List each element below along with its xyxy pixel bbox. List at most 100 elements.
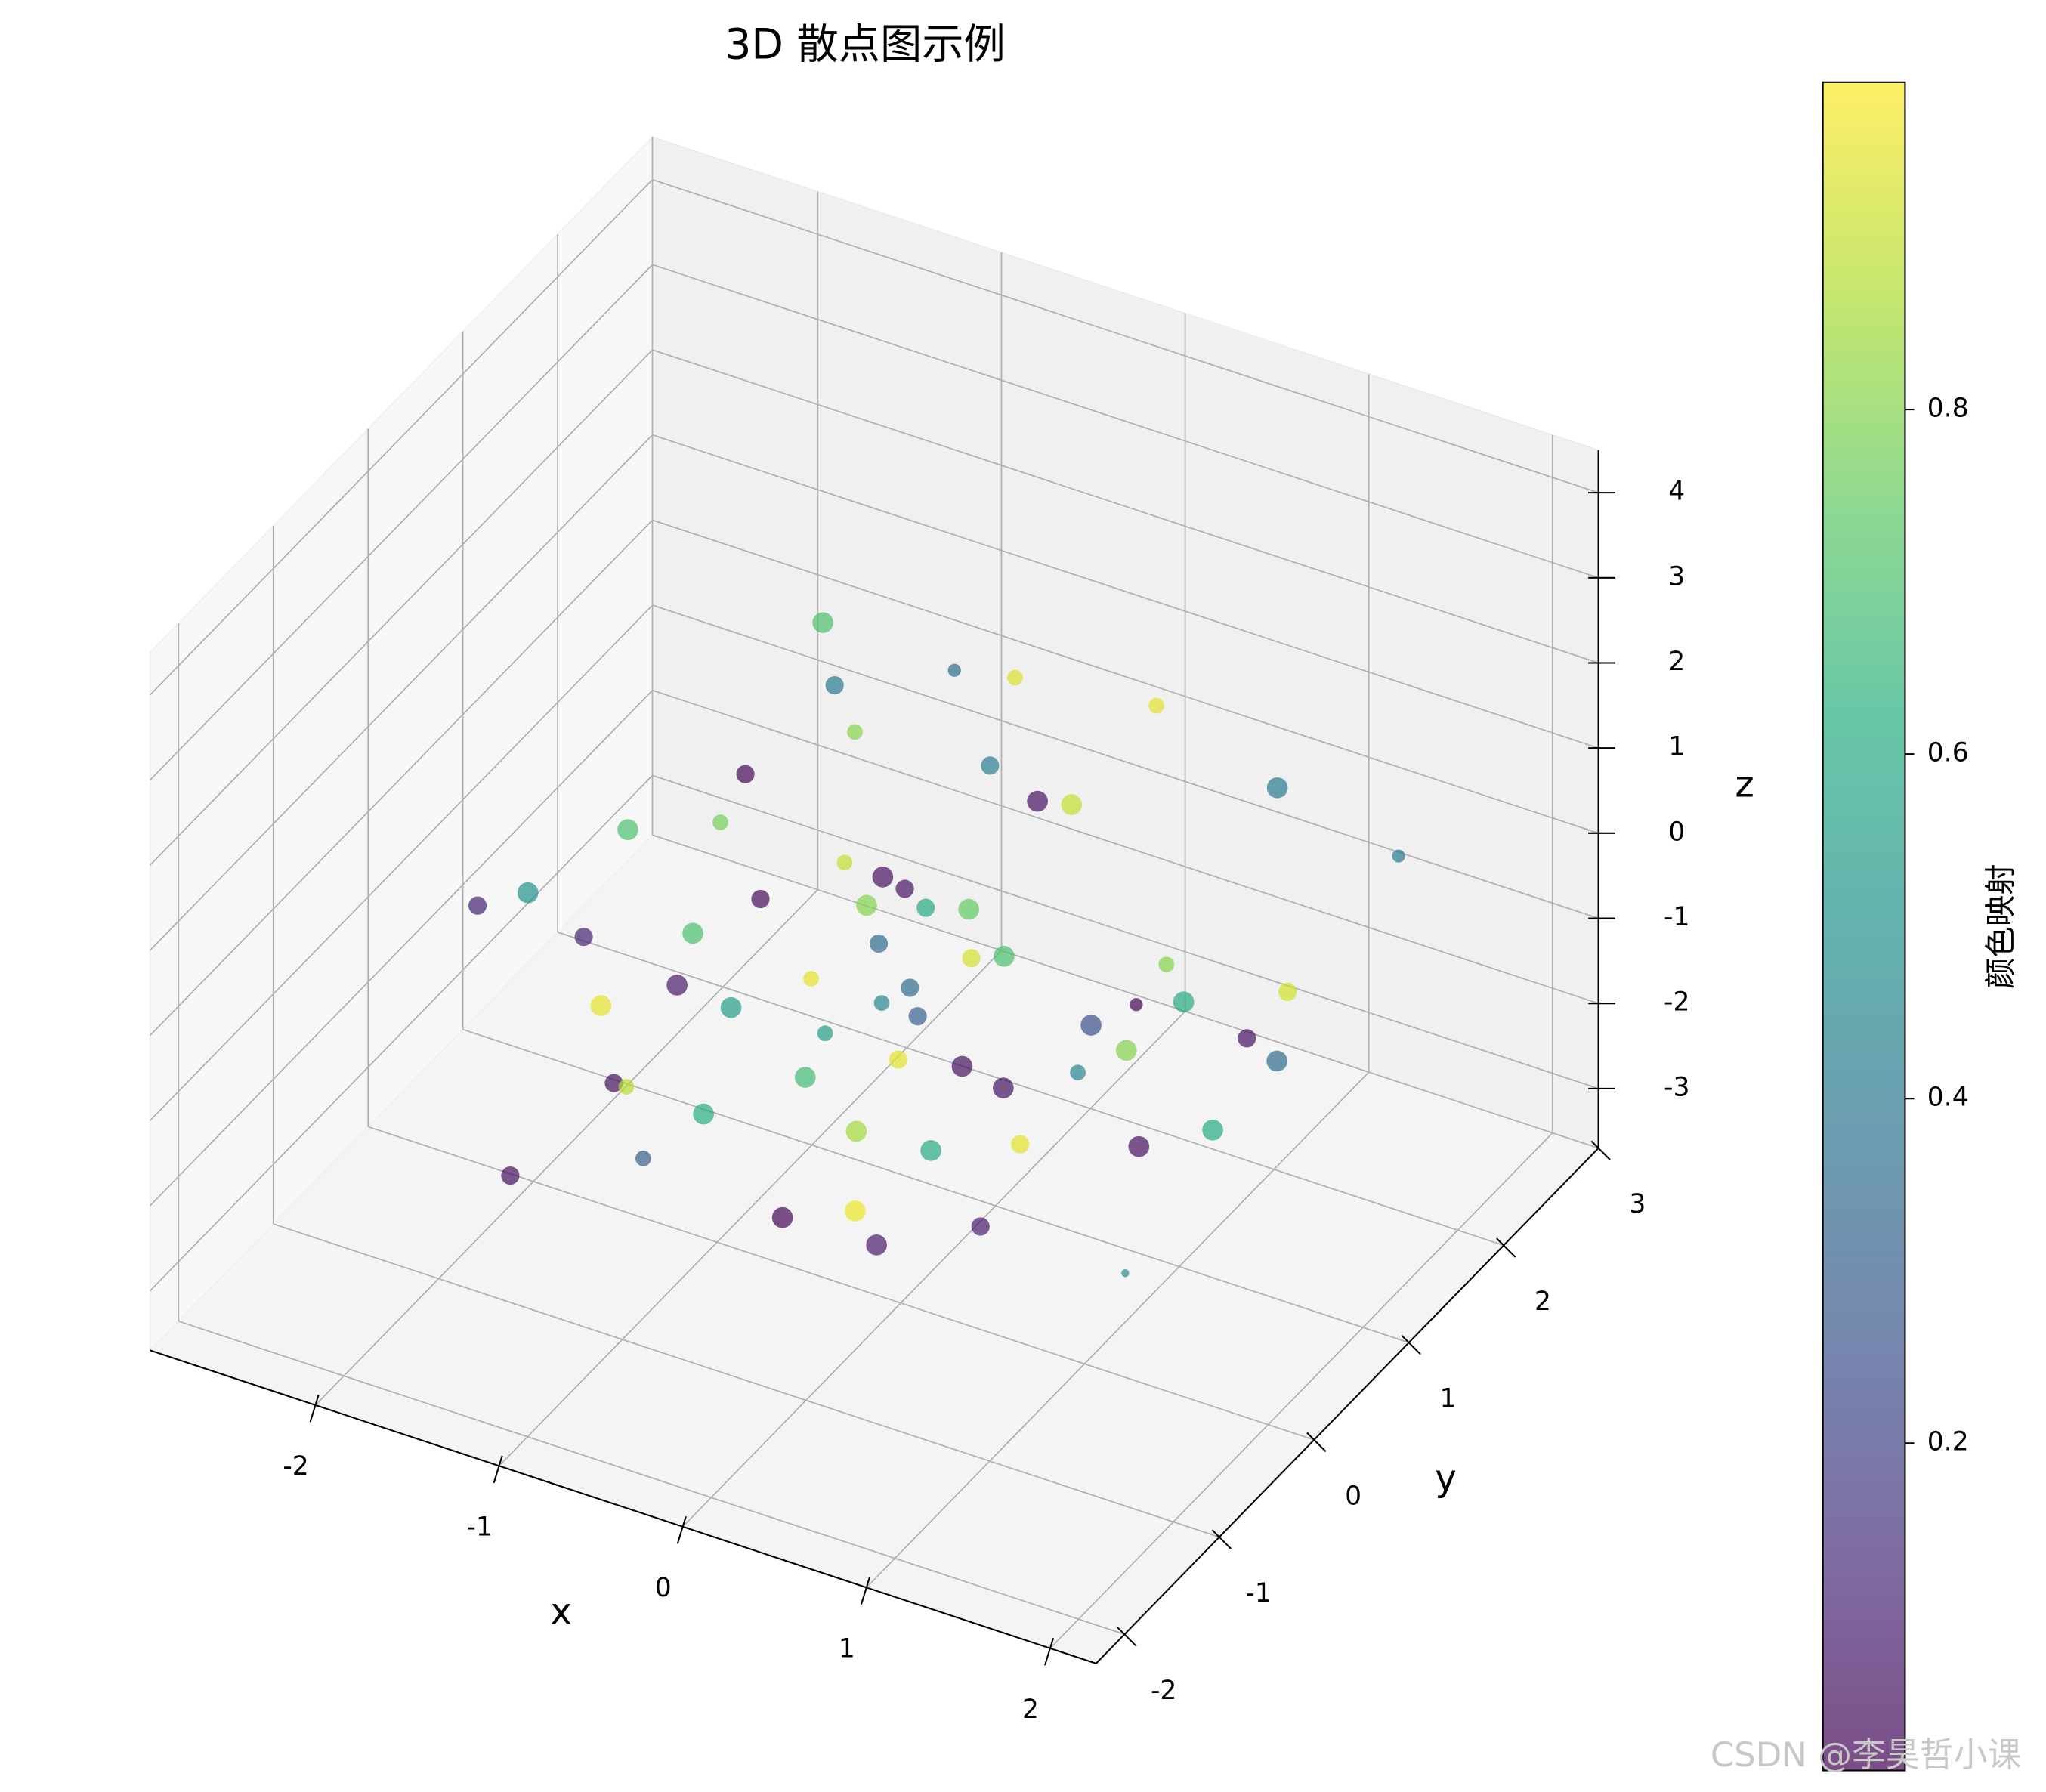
tick-mark (309, 1395, 320, 1423)
scatter-point (1128, 1135, 1150, 1157)
colorbar-tick-label: 0.6 (1927, 738, 1969, 768)
grid-line (314, 889, 818, 1406)
scatter-point (1070, 1064, 1086, 1081)
tick-mark (1117, 1627, 1137, 1647)
tick-label: 1 (1668, 732, 1685, 762)
scatter-point (1061, 794, 1083, 815)
grid-line (498, 950, 1003, 1466)
scatter-point (1121, 1268, 1130, 1278)
grid-line (178, 1320, 1125, 1636)
tick-label: 0 (655, 1573, 672, 1603)
scatter-point (1278, 982, 1297, 1001)
tick-mark (1496, 1237, 1516, 1258)
tick-mark (860, 1577, 870, 1605)
x-axis-line (150, 1349, 1097, 1664)
tick-label: 1 (839, 1634, 855, 1664)
scatter-point (751, 889, 770, 909)
scatter-point (845, 1120, 867, 1142)
scatter-point (1130, 998, 1143, 1012)
scatter-point (958, 898, 979, 920)
scatter-point (869, 934, 889, 953)
colorbar-tick-label: 0.4 (1927, 1083, 1969, 1113)
tick-label: 0 (1668, 817, 1685, 847)
grid-line (150, 179, 654, 696)
scatter-point (720, 996, 742, 1018)
scatter-point (947, 663, 961, 677)
grid-line (652, 349, 1599, 664)
scatter-point (962, 949, 981, 968)
scatter-point (618, 1079, 635, 1095)
scatter-point (1173, 991, 1195, 1013)
scatter-point (771, 1207, 793, 1228)
colorbar-label: 颜色映射 (1983, 864, 2019, 989)
scatter-point (866, 1234, 887, 1256)
grid-line (652, 519, 1599, 834)
tick-label: -2 (1151, 1676, 1176, 1706)
grid-line (150, 690, 654, 1207)
tick-mark (1044, 1637, 1055, 1666)
scatter-point (981, 756, 1000, 775)
scatter-point (951, 1055, 973, 1077)
scatter-point (971, 1217, 990, 1236)
scatter-point (901, 978, 919, 997)
tick-label: 2 (1022, 1695, 1039, 1725)
tick-label: -3 (1664, 1072, 1689, 1102)
grid-line (273, 1223, 1220, 1538)
scatter-point (1007, 669, 1023, 686)
grid-line (652, 178, 1599, 493)
tick-label: 3 (1629, 1189, 1646, 1219)
y-axis-line (1095, 1148, 1599, 1664)
chart-title: 3D 散点图示例 (725, 20, 1006, 69)
scatter-point (712, 814, 728, 830)
tick-label: -1 (1664, 902, 1689, 932)
scatter-point (873, 995, 890, 1011)
scatter-point (590, 995, 612, 1016)
scatter-point (889, 1050, 907, 1069)
tick-label: 3 (1668, 561, 1685, 592)
tick-mark (1306, 1432, 1327, 1453)
scatter-point (617, 819, 638, 841)
z-axis-label: z (1735, 763, 1754, 805)
scatter-point (817, 1025, 833, 1041)
scatter-point (794, 1067, 816, 1088)
tick-mark (1590, 1140, 1611, 1161)
scatter-point (517, 882, 539, 904)
grid-line (682, 1011, 1186, 1528)
tick-mark (1211, 1529, 1232, 1549)
scatter-point (574, 927, 593, 947)
scatter-point (1392, 849, 1405, 863)
scatter-point (1202, 1119, 1223, 1141)
scatter-point (908, 1007, 927, 1026)
grid-line (652, 774, 1599, 1089)
scatter-point (847, 724, 863, 740)
grid-line (557, 932, 1504, 1247)
scatter-point (1148, 697, 1165, 714)
scatter-point (1027, 790, 1048, 812)
scatter-point (993, 1077, 1014, 1098)
scatter-point (501, 1166, 520, 1185)
scatter-point (845, 1200, 866, 1222)
colorbar-tick-label: 0.2 (1927, 1427, 1969, 1457)
grid-line (367, 1126, 1315, 1441)
scatter-point (920, 1140, 941, 1161)
scatter-point (994, 946, 1015, 967)
scatter-point (1238, 1029, 1256, 1048)
grid-line (150, 434, 654, 951)
scatter-point (468, 896, 487, 915)
scatter-point (1011, 1135, 1030, 1154)
colorbar-tick-label: 0.8 (1927, 394, 1969, 424)
scatter-point (836, 854, 853, 871)
grid-line (652, 264, 1599, 579)
scatter-point (856, 894, 877, 916)
tick-label: 2 (1668, 647, 1685, 677)
scatter-point (682, 922, 703, 944)
tick-label: 1 (1440, 1384, 1457, 1414)
grid-line (150, 264, 654, 781)
grid-line (150, 774, 654, 1292)
scatter-point (666, 975, 688, 996)
grid-line (1049, 1132, 1553, 1649)
grid-line (652, 434, 1599, 749)
tick-mark (1401, 1335, 1421, 1355)
scatter-point (825, 675, 844, 695)
